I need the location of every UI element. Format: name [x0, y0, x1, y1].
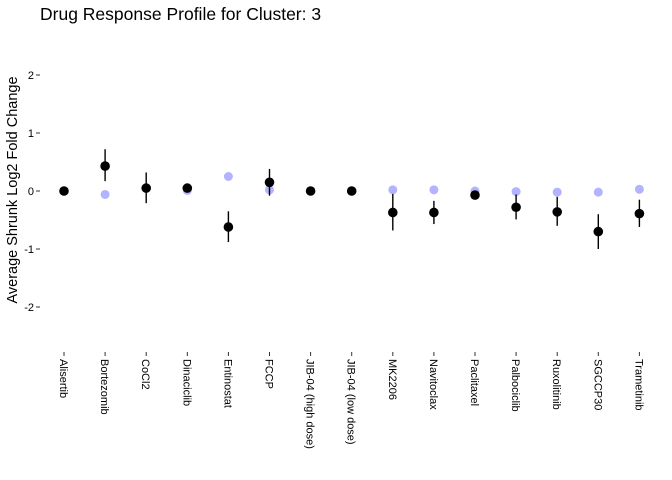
- y-tick-label: 2: [28, 70, 34, 82]
- y-tick-label: -1: [24, 244, 34, 256]
- x-tick-label: Palbociclib: [509, 359, 521, 412]
- cluster-point: [264, 177, 275, 188]
- cluster-point: [346, 186, 357, 196]
- comparison-point: [429, 185, 439, 195]
- cluster-point: [634, 208, 645, 219]
- y-tick-label: -2: [24, 302, 34, 314]
- x-tick-label: MK2206: [386, 359, 398, 400]
- cluster-point: [552, 207, 562, 217]
- comparison-point: [223, 172, 233, 181]
- x-tick-label: Bortezomib: [98, 359, 110, 415]
- y-tick-label: 1: [28, 128, 34, 140]
- comparison-point: [634, 184, 644, 194]
- comparison-point: [511, 187, 521, 197]
- cluster-point: [59, 186, 69, 196]
- comparison-point: [100, 189, 110, 199]
- cluster-point: [429, 207, 439, 218]
- y-axis-label: Average Shrunk Log2 Fold Change: [5, 76, 21, 303]
- cluster-point: [388, 207, 398, 218]
- chart-title: Drug Response Profile for Cluster: 3: [40, 4, 321, 24]
- cluster-point: [182, 183, 193, 193]
- y-axis: -2 -1 0 1 2: [24, 70, 40, 314]
- cluster-point: [511, 202, 521, 213]
- x-tick-label: Ruxolitinib: [550, 359, 562, 410]
- cluster-point: [141, 183, 151, 193]
- cluster-point: [100, 161, 110, 171]
- cluster-point: [593, 226, 604, 237]
- x-tick-label: FCCP: [263, 359, 275, 389]
- comparison-point: [593, 187, 603, 197]
- comparison-point: [388, 185, 398, 195]
- x-tick-label: Entinostat: [221, 359, 233, 408]
- x-tick-label: JIB-04 (low dose): [345, 359, 357, 445]
- x-tick-label: Trametinib: [632, 359, 644, 411]
- cluster-point: [470, 190, 480, 200]
- x-tick-label: Alisertib: [57, 359, 69, 398]
- x-tick-label: JIB-04 (high dose): [304, 359, 316, 449]
- y-tick-label: 0: [28, 186, 34, 198]
- cluster-point: [223, 222, 234, 232]
- cluster-point: [305, 186, 316, 196]
- x-tick-label: Dinaciclib: [180, 359, 192, 406]
- x-tick-label: SGCCP30: [591, 359, 603, 410]
- comparison-point: [552, 187, 562, 197]
- cluster-series: [59, 149, 645, 249]
- x-axis: Alisertib Bortezomib CoCl2 Dinaciclib Entino…: [57, 352, 644, 449]
- x-tick-label: CoCl2: [139, 359, 151, 390]
- x-tick-label: Paclitaxel: [468, 359, 480, 406]
- x-tick-label: Navitoclax: [427, 359, 439, 410]
